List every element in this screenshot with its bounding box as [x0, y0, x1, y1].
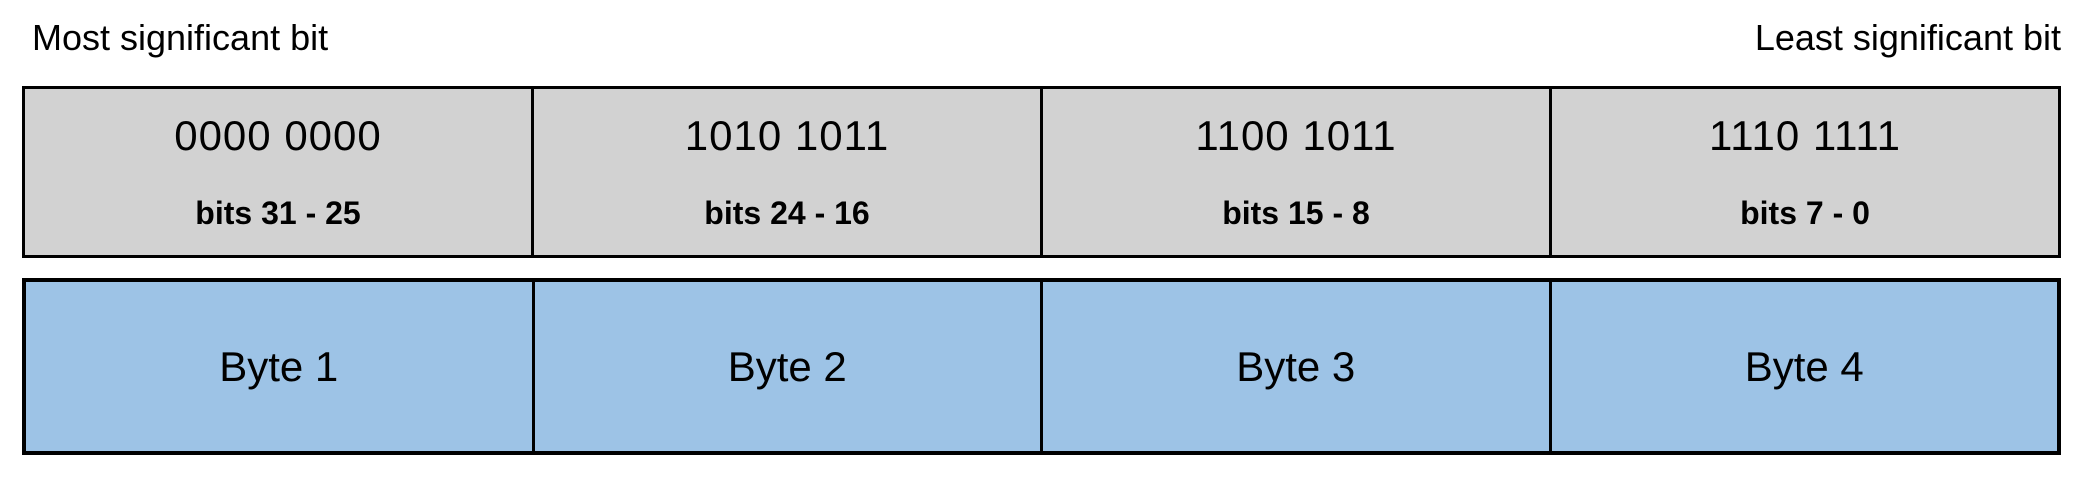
binary-value: 1110 1111 — [1709, 112, 1901, 159]
bits-range-label: bits 24 - 16 — [704, 195, 870, 231]
byte-cell: Byte 3 — [1040, 282, 1549, 451]
bit-group-cell: 1100 1011 bits 15 - 8 — [1040, 89, 1549, 255]
lsb-label: Least significant bit — [1754, 17, 2061, 58]
bits-range-label: bits 7 - 0 — [1740, 195, 1870, 231]
byte-row: Byte 1 Byte 2 Byte 3 Byte 4 — [22, 278, 2061, 455]
binary-value: 1010 1011 — [684, 112, 890, 159]
msb-label: Most significant bit — [32, 17, 329, 58]
bit-group-cell: 0000 0000 bits 31 - 25 — [25, 89, 531, 255]
byte-label: Byte 2 — [727, 342, 847, 390]
byte-cell: Byte 2 — [531, 282, 1041, 451]
byte-cell: Byte 1 — [26, 282, 532, 451]
bit-group-cell: 1110 1111 bits 7 - 0 — [1549, 89, 2058, 255]
byte-label: Byte 4 — [1744, 342, 1864, 390]
bits-range-label: bits 31 - 25 — [195, 195, 361, 231]
bits-range-label: bits 15 - 8 — [1222, 195, 1370, 231]
bit-group-cell: 1010 1011 bits 24 - 16 — [531, 89, 1040, 255]
byte-label: Byte 3 — [1236, 342, 1356, 390]
binary-value: 0000 0000 — [174, 112, 382, 159]
bit-values-row: 0000 0000 bits 31 - 25 1010 1011 bits 24… — [22, 86, 2061, 258]
byte-label: Byte 1 — [219, 342, 339, 390]
significance-labels: Most significant bit Least significant b… — [32, 16, 2061, 60]
byte-cell: Byte 4 — [1548, 282, 2058, 451]
binary-value: 1100 1011 — [1195, 112, 1397, 159]
